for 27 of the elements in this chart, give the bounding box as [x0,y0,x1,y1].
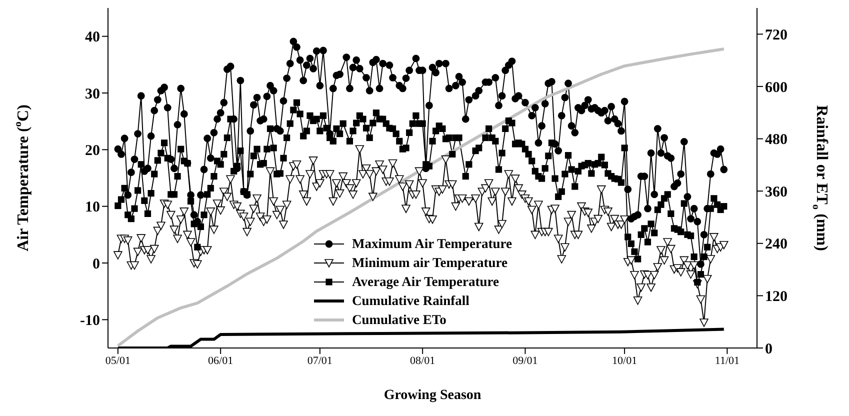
legend-label: Cumulative ETo [352,311,446,329]
legend-label: Cumulative Rainfall [352,292,470,310]
x-tick-label: 06/01 [208,354,234,367]
x-tick-label: 08/01 [410,354,436,367]
x-tick-label: 09/01 [512,354,538,367]
legend-label: Average Air Temperature [352,273,499,291]
y2-tick-label: 0 [765,341,772,358]
y-tick-label: 20 [85,142,100,159]
y-tick-label: 40 [85,30,100,46]
y2-tick-label: 600 [765,80,788,96]
y-tick-label: 30 [85,86,100,102]
y2-tick-label: 480 [765,132,788,148]
legend-label: Maximum Air Temperature [352,235,512,253]
y-tick-label: 10 [85,200,100,216]
x-tick-label: 07/01 [307,354,332,367]
line-series [116,47,726,348]
y2-tick-label: 360 [765,184,788,200]
x-tick-label: 11/01 [714,354,740,367]
x-tick-label: 05/01 [105,354,130,367]
y2-tick-label: 720 [765,27,788,44]
y2-tick-label: 240 [765,236,788,253]
y-tick-label: -10 [80,312,100,329]
y-tick-label: 0 [92,256,100,272]
x-axis-title: Growing Season [384,388,482,404]
x-tick-label: 10/01 [612,354,638,367]
legend-label: Minimum air Temperature [352,254,508,272]
y2-tick-label: 120 [765,289,788,306]
